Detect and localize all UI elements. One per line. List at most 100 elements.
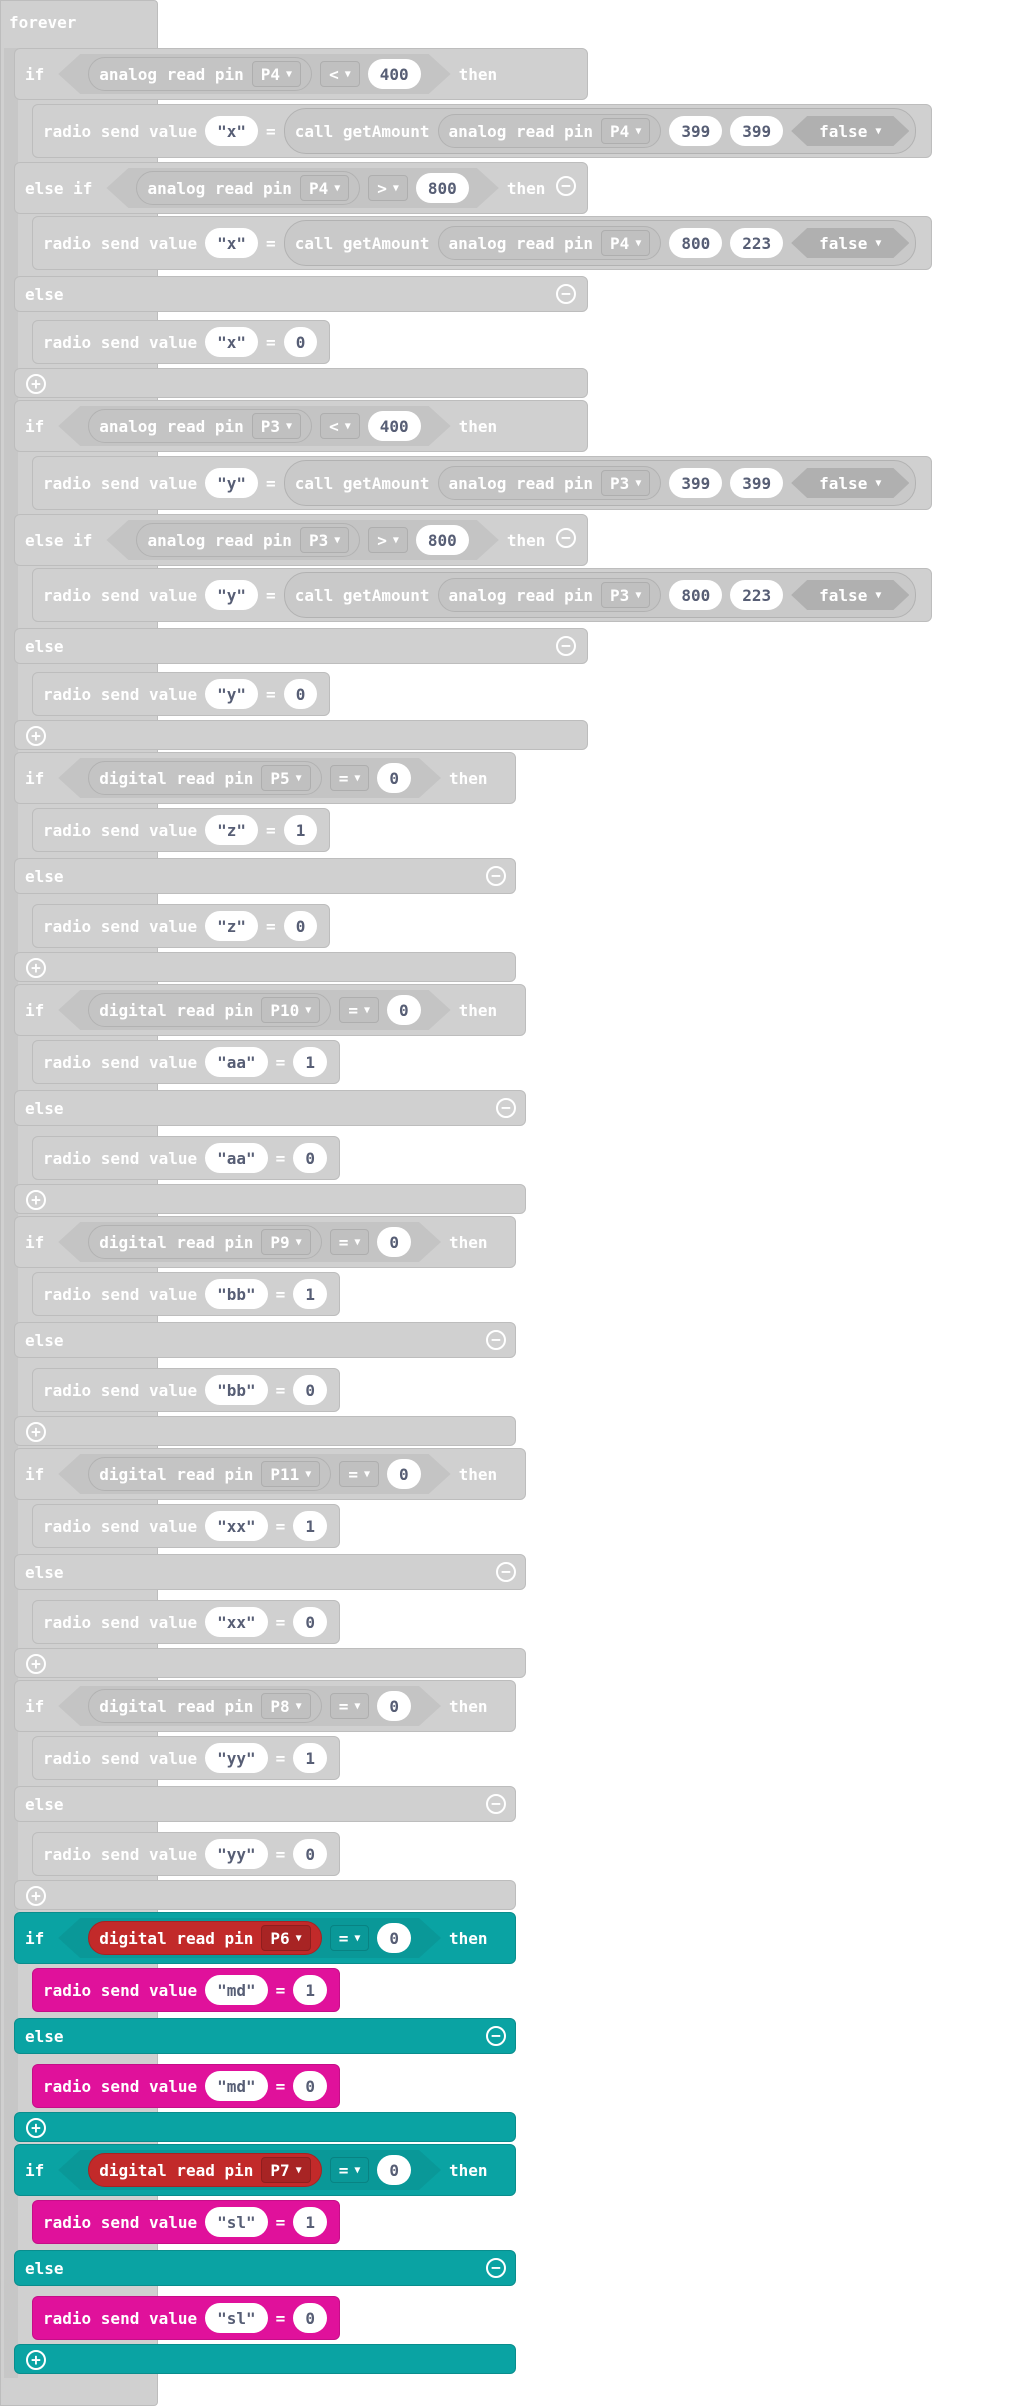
string-input[interactable]: " yy " [205,1839,268,1869]
minus-circle-icon[interactable]: − [496,1562,516,1582]
string-input[interactable]: " aa " [205,1143,268,1173]
if-p10-header[interactable]: if digital read pin P10 ▼ = ▼ 0 then [14,984,526,1036]
analog-read-block[interactable]: analog read pin P4 ▼ [88,57,312,91]
operator-dropdown[interactable]: = ▼ [330,1925,370,1951]
operator-dropdown[interactable]: < ▼ [320,61,360,87]
operator-dropdown[interactable]: = ▼ [330,2157,370,2183]
else-p6-bar[interactable]: else [14,2018,516,2054]
string-input[interactable]: " x " [205,327,259,357]
if-p5-header[interactable]: if digital read pin P5 ▼ = ▼ 0 then [14,752,516,804]
plus-circle-icon[interactable]: + [26,1886,46,1906]
minus-circle-icon[interactable]: − [486,1330,506,1350]
number-input[interactable]: 800 [669,228,723,258]
radio-send-xx-1[interactable]: radio send value " xx " = 1 [32,1504,340,1548]
compare-block[interactable]: digital read pin P8 ▼ = ▼ 0 [58,1686,441,1726]
call-getamount-block[interactable]: call getAmount analog read pin P4 ▼ 399 3… [283,108,917,154]
operator-dropdown[interactable]: = ▼ [330,1693,370,1719]
operator-dropdown[interactable]: = ▼ [339,997,379,1023]
compare-block[interactable]: analog read pin P4 ▼ > ▼ 800 [106,168,498,208]
number-input[interactable]: 399 [669,116,723,146]
analog-read-block[interactable]: analog read pin P3 ▼ [136,523,360,557]
plus-circle-icon[interactable]: + [26,2118,46,2138]
pin-dropdown[interactable]: P9 ▼ [261,1229,310,1255]
string-input[interactable]: " bb " [205,1375,268,1405]
number-input[interactable]: 0 [387,995,421,1025]
string-input[interactable]: " xx " [205,1511,268,1541]
radio-send-sl-2[interactable]: radio send value " sl " = 0 [32,2296,340,2340]
digital-read-block[interactable]: digital read pin P10 ▼ [88,993,331,1027]
string-input[interactable]: " z " [205,911,259,941]
number-input[interactable]: 800 [416,525,469,555]
string-input[interactable]: " sl " [205,2207,268,2237]
number-input[interactable]: 0 [377,1691,411,1721]
radio-send-y-2[interactable]: radio send value " y " = call getAmount an… [32,568,932,622]
pin-dropdown[interactable]: P10 ▼ [261,997,320,1023]
pin-dropdown[interactable]: P6 ▼ [261,1925,310,1951]
compare-block[interactable]: digital read pin P10 ▼ = ▼ 0 [58,990,450,1030]
minus-circle-icon[interactable]: − [556,528,576,548]
minus-circle-icon[interactable]: − [556,284,576,304]
if-p7-header[interactable]: if digital read pin P7 ▼ = ▼ 0 then [14,2144,516,2196]
string-input[interactable]: " md " [205,2071,268,2101]
string-input[interactable]: " x " [205,228,259,258]
number-input[interactable]: 800 [416,173,469,203]
radio-send-y-3[interactable]: radio send value " y " = 0 [32,672,330,716]
call-getamount-block[interactable]: call getAmount analog read pin P4 ▼ 800 2… [283,220,917,266]
number-input[interactable]: 399 [669,468,723,498]
if-p3-header[interactable]: if analog read pin P3 ▼ < ▼ 400 then [14,400,588,452]
radio-send-bb-1[interactable]: radio send value " bb " = 1 [32,1272,340,1316]
operator-dropdown[interactable]: = ▼ [339,1461,379,1487]
pin-dropdown[interactable]: P3 ▼ [252,413,301,439]
pin-dropdown[interactable]: P7 ▼ [261,2157,310,2183]
minus-circle-icon[interactable]: − [496,1098,516,1118]
digital-read-block[interactable]: digital read pin P8 ▼ [88,1689,321,1723]
plus-circle-icon[interactable]: + [26,726,46,746]
analog-read-block[interactable]: analog read pin P4 ▼ [437,114,662,148]
number-input[interactable]: 0 [293,2303,327,2333]
compare-block[interactable]: digital read pin P7 ▼ = ▼ 0 [58,2150,441,2190]
string-input[interactable]: " bb " [205,1279,268,1309]
pin-dropdown[interactable]: P8 ▼ [261,1693,310,1719]
if-p8-header[interactable]: if digital read pin P8 ▼ = ▼ 0 then [14,1680,516,1732]
compare-block[interactable]: analog read pin P3 ▼ < ▼ 400 [58,406,450,446]
plus-circle-icon[interactable]: + [26,1422,46,1442]
else-p3-bar[interactable]: else [14,628,588,664]
pin-dropdown[interactable]: P3 ▼ [300,527,349,553]
pin-dropdown[interactable]: P4 ▼ [300,175,349,201]
digital-read-block[interactable]: digital read pin P7 ▼ [88,2153,321,2187]
call-getamount-block[interactable]: call getAmount analog read pin P3 ▼ 800 2… [283,572,917,618]
radio-send-yy-2[interactable]: radio send value " yy " = 0 [32,1832,340,1876]
digital-read-block[interactable]: digital read pin P5 ▼ [88,761,321,795]
number-input[interactable]: 0 [293,1143,327,1173]
number-input[interactable]: 0 [283,911,318,941]
compare-block[interactable]: digital read pin P11 ▼ = ▼ 0 [58,1454,450,1494]
radio-send-aa-2[interactable]: radio send value " aa " = 0 [32,1136,340,1180]
minus-circle-icon[interactable]: − [486,1794,506,1814]
digital-read-block[interactable]: digital read pin P9 ▼ [88,1225,321,1259]
digital-read-block[interactable]: digital read pin P6 ▼ [88,1921,321,1955]
if-p9-header[interactable]: if digital read pin P9 ▼ = ▼ 0 then [14,1216,516,1268]
boolean-dropdown[interactable]: false ▼ [791,116,909,146]
number-input[interactable]: 0 [377,763,411,793]
analog-read-block[interactable]: analog read pin P4 ▼ [136,171,360,205]
number-input[interactable]: 223 [730,228,784,258]
operator-dropdown[interactable]: = ▼ [330,765,370,791]
radio-send-md-2[interactable]: radio send value " md " = 0 [32,2064,340,2108]
number-input[interactable]: 1 [283,815,318,845]
compare-block[interactable]: analog read pin P4 ▼ < ▼ 400 [58,54,450,94]
pin-dropdown[interactable]: P4 ▼ [601,118,651,144]
number-input[interactable]: 0 [283,327,318,357]
string-input[interactable]: " y " [205,468,259,498]
string-input[interactable]: " yy " [205,1743,268,1773]
pin-dropdown[interactable]: P5 ▼ [261,765,310,791]
else-p10-bar[interactable]: else [14,1090,526,1126]
plus-circle-icon[interactable]: + [26,1654,46,1674]
string-input[interactable]: " aa " [205,1047,268,1077]
operator-dropdown[interactable]: > ▼ [368,527,408,553]
string-input[interactable]: " y " [205,679,259,709]
compare-block[interactable]: digital read pin P9 ▼ = ▼ 0 [58,1222,441,1262]
else-p11-bar[interactable]: else [14,1554,526,1590]
pin-dropdown[interactable]: P4 ▼ [601,230,651,256]
else-p7-bar[interactable]: else [14,2250,516,2286]
radio-send-z-1[interactable]: radio send value " z " = 1 [32,808,330,852]
